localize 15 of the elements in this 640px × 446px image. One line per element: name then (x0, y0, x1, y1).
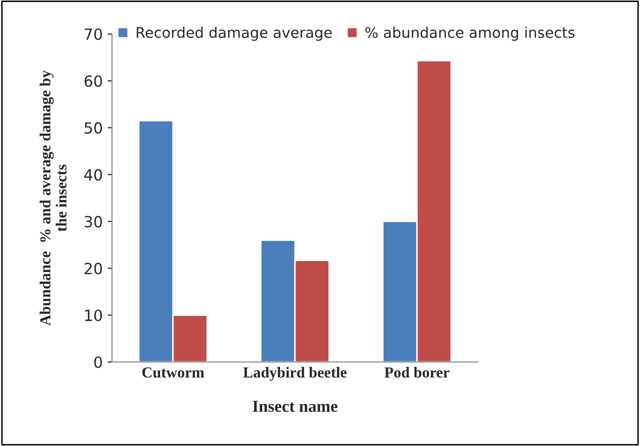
y-axis-title: Abundance % and average damage by the insects (40, 70, 67, 326)
x-tick-label: Ladybird beetle (243, 366, 347, 381)
y-tick-label: 40 (84, 169, 102, 181)
y-tick-label: 10 (85, 310, 102, 322)
y-tick-label: 30 (84, 216, 102, 228)
y-tick-label: 50 (84, 122, 102, 134)
y-tick-label: 70 (84, 28, 102, 40)
legend-label: % abundance among insects (365, 26, 574, 41)
x-tick-label: Pod borer (384, 366, 450, 378)
legend-label: Recorded damage average (136, 26, 332, 41)
x-axis-title: Insect name (252, 400, 338, 412)
y-tick-label: 0 (94, 356, 102, 368)
y-tick-label: 20 (84, 262, 102, 274)
y-tick-label: 60 (84, 75, 102, 87)
x-tick-label: Cutworm (142, 367, 204, 378)
